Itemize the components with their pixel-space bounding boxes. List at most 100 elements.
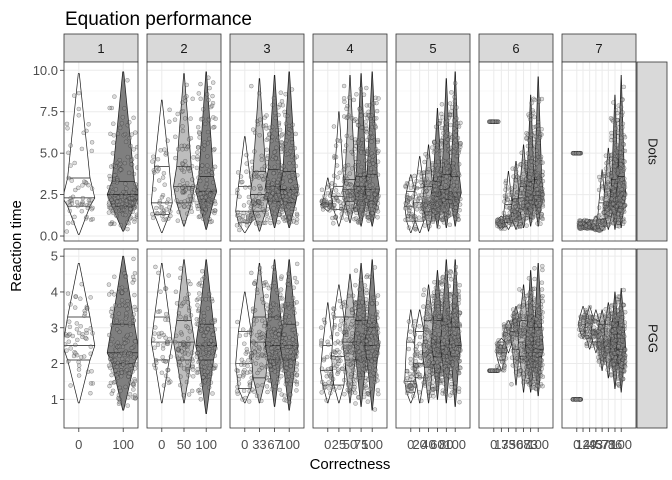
- data-point: [84, 336, 89, 342]
- data-point: [450, 192, 456, 198]
- data-point: [243, 351, 249, 356]
- data-point: [251, 200, 256, 205]
- data-point: [271, 170, 276, 176]
- data-point: [408, 382, 413, 388]
- data-point: [126, 373, 131, 379]
- data-point: [278, 307, 284, 313]
- data-point: [406, 211, 412, 217]
- data-point: [212, 199, 218, 204]
- data-point: [286, 373, 292, 379]
- data-point: [333, 341, 338, 346]
- data-point: [405, 182, 411, 187]
- data-point: [583, 223, 589, 228]
- data-point: [525, 202, 530, 208]
- data-point: [589, 224, 595, 229]
- data-point: [176, 310, 182, 316]
- data-point: [617, 194, 622, 199]
- data-point: [444, 200, 449, 206]
- data-point: [533, 205, 538, 210]
- data-point: [620, 163, 626, 169]
- data-point: [441, 338, 446, 343]
- data-point: [134, 154, 138, 159]
- data-point: [157, 334, 162, 339]
- data-point: [201, 320, 207, 325]
- data-point: [166, 380, 172, 386]
- data-point: [534, 148, 539, 153]
- data-point: [448, 112, 454, 118]
- data-point: [511, 211, 517, 217]
- data-point: [111, 179, 117, 185]
- data-point: [603, 192, 608, 197]
- data-point: [530, 211, 536, 217]
- data-point: [235, 213, 240, 218]
- data-point: [80, 334, 85, 340]
- data-point: [442, 200, 447, 206]
- data-point: [536, 99, 542, 104]
- data-point: [425, 376, 430, 382]
- data-point: [294, 192, 299, 197]
- data-point: [113, 164, 118, 169]
- data-point: [275, 314, 281, 319]
- data-point: [74, 352, 80, 358]
- data-point: [608, 174, 614, 179]
- data-point: [356, 138, 361, 144]
- data-point: [611, 208, 616, 214]
- data-point: [375, 185, 380, 191]
- data-point: [413, 202, 419, 207]
- data-point: [495, 217, 500, 223]
- data-point: [161, 383, 167, 388]
- data-point: [360, 199, 365, 205]
- data-point: [419, 209, 424, 215]
- data-point: [185, 347, 190, 352]
- data-point: [439, 291, 444, 297]
- data-point: [282, 354, 288, 360]
- data-point: [260, 382, 265, 388]
- data-point: [613, 212, 618, 218]
- data-point: [442, 125, 448, 130]
- data-point: [292, 349, 297, 355]
- data-point: [124, 360, 130, 365]
- data-point: [589, 226, 595, 231]
- data-point: [525, 185, 531, 191]
- data-point: [132, 216, 137, 222]
- data-point: [277, 362, 282, 367]
- data-point: [430, 371, 435, 376]
- data-point: [182, 143, 187, 149]
- data-point: [439, 187, 444, 192]
- data-point: [443, 212, 449, 218]
- data-point: [404, 390, 410, 396]
- data-point: [354, 205, 360, 210]
- data-point: [202, 195, 208, 200]
- violin: [173, 73, 195, 227]
- data-point: [444, 353, 449, 359]
- data-point: [445, 355, 451, 360]
- data-point: [448, 150, 453, 155]
- data-point: [489, 119, 494, 124]
- data-point: [495, 223, 500, 229]
- data-point: [168, 379, 173, 384]
- data-point: [205, 201, 211, 207]
- data-point: [359, 204, 365, 210]
- data-point: [409, 374, 414, 379]
- data-point: [212, 124, 217, 130]
- data-point: [289, 360, 294, 366]
- data-point: [355, 177, 360, 183]
- data-point: [449, 105, 455, 110]
- data-point: [88, 344, 94, 349]
- data-point: [177, 342, 183, 347]
- data-point: [454, 123, 460, 129]
- data-point: [128, 215, 134, 220]
- data-point: [259, 352, 265, 357]
- data-point: [109, 358, 115, 364]
- data-point: [285, 378, 290, 383]
- data-point: [188, 281, 193, 287]
- data-point: [289, 206, 294, 212]
- data-point: [199, 195, 205, 200]
- data-point: [164, 339, 170, 345]
- data-point: [212, 146, 217, 152]
- data-point: [208, 104, 214, 110]
- data-point: [337, 385, 342, 390]
- data-point: [372, 197, 378, 203]
- data-point: [445, 307, 450, 313]
- data-point: [270, 181, 275, 186]
